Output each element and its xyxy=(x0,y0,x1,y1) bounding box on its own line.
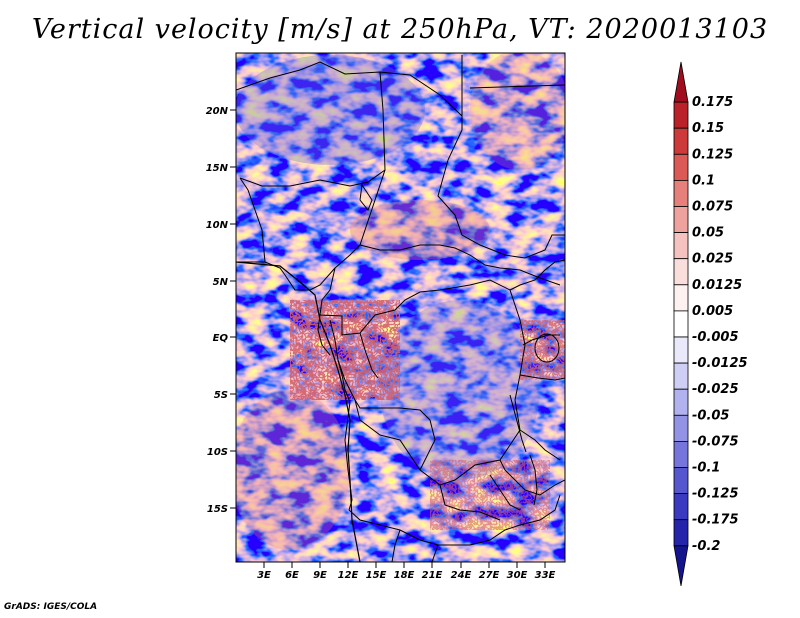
colorbar-label-12: -0.05 xyxy=(692,408,729,423)
svg-text:6E: 6E xyxy=(285,570,299,581)
svg-text:9E: 9E xyxy=(313,570,327,581)
svg-text:15S: 15S xyxy=(207,504,228,515)
colorbar-swatch-17 xyxy=(673,519,689,547)
lon-label-15e: 15E xyxy=(366,562,387,581)
colorbar-label-1: 0.15 xyxy=(692,121,724,136)
colorbar-swatch-18 xyxy=(673,545,689,586)
svg-text:30E: 30E xyxy=(507,570,528,581)
map-frame xyxy=(235,52,566,563)
lon-label-3e: 3E xyxy=(257,562,271,581)
svg-text:18E: 18E xyxy=(394,570,415,581)
svg-text:10S: 10S xyxy=(207,447,228,458)
svg-text:12E: 12E xyxy=(338,570,359,581)
colorbar-label-16: -0.175 xyxy=(692,513,739,528)
lon-label-9e: 9E xyxy=(313,562,327,581)
svg-text:5S: 5S xyxy=(214,390,228,401)
colorbar-swatch-14 xyxy=(673,440,689,468)
colorbar-label-3: 0.1 xyxy=(692,173,715,188)
colorbar-swatch-12 xyxy=(673,388,689,416)
colorbar-swatch-0 xyxy=(673,61,689,103)
lon-label-6e: 6E xyxy=(285,562,299,581)
colorbar-label-2: 0.125 xyxy=(692,147,733,162)
lat-label-10s: 10S xyxy=(207,447,236,458)
colorbar-swatch-9 xyxy=(673,310,689,338)
svg-text:10N: 10N xyxy=(206,220,229,231)
svg-text:27E: 27E xyxy=(479,570,500,581)
colorbar-label-15: -0.125 xyxy=(692,487,739,502)
lon-label-33e: 33E xyxy=(535,562,556,581)
colorbar-swatch-7 xyxy=(673,258,689,286)
lon-label-18e: 18E xyxy=(394,562,415,581)
colorbar-swatch-11 xyxy=(673,362,689,390)
colorbar-label-4: 0.075 xyxy=(692,200,733,215)
lon-label-27e: 27E xyxy=(479,562,500,581)
lat-label-5s: 5S xyxy=(214,390,236,401)
colorbar: 0.175 0.15 0.125 0.1 0.075 0.05 0.025 0.0125 0.0… xyxy=(673,61,748,586)
colorbar-swatch-4 xyxy=(673,179,689,207)
colorbar-swatch-3 xyxy=(673,153,689,181)
svg-text:24E: 24E xyxy=(451,570,472,581)
map-title: Vertical velocity [m/s] at 250hPa, VT: 2… xyxy=(31,14,769,45)
svg-text:15E: 15E xyxy=(366,570,387,581)
colorbar-label-11: -0.025 xyxy=(692,382,739,397)
colorbar-swatch-6 xyxy=(673,232,689,260)
lat-label-10n: 10N xyxy=(206,220,236,231)
lon-label-24e: 24E xyxy=(451,562,472,581)
colorbar-swatch-8 xyxy=(673,284,689,312)
colorbar-label-14: -0.1 xyxy=(692,461,720,476)
svg-text:5N: 5N xyxy=(213,277,229,288)
colorbar-label-6: 0.025 xyxy=(692,252,733,267)
colorbar-label-13: -0.075 xyxy=(692,434,739,449)
colorbar-swatch-5 xyxy=(673,206,689,234)
lat-label-5n: 5N xyxy=(213,277,236,288)
colorbar-label-7: 0.0125 xyxy=(692,278,742,293)
velocity-field xyxy=(236,53,565,562)
lat-label-15n: 15N xyxy=(206,163,236,174)
colorbar-swatch-16 xyxy=(673,493,689,521)
colorbar-label-5: 0.05 xyxy=(692,226,724,241)
colorbar-swatch-1 xyxy=(673,101,689,129)
colorbar-swatch-10 xyxy=(673,336,689,364)
svg-text:21E: 21E xyxy=(422,570,443,581)
colorbar-label-17: -0.2 xyxy=(692,539,720,554)
lon-axis: 3E 6E 9E 12E 15E 18E 21E 24E 27E 30E 33E xyxy=(257,562,556,581)
lon-label-12e: 12E xyxy=(338,562,359,581)
svg-text:EQ: EQ xyxy=(213,333,229,344)
lat-label-20n: 20N xyxy=(206,106,236,117)
svg-text:3E: 3E xyxy=(257,570,271,581)
colorbar-swatch-13 xyxy=(673,414,689,442)
lat-axis: 20N 15N 10N 5N EQ 5S 10S 15S xyxy=(206,106,236,515)
lakes xyxy=(359,183,560,506)
coastline xyxy=(236,261,361,562)
svg-text:33E: 33E xyxy=(535,570,556,581)
lon-label-30e: 30E xyxy=(507,562,528,581)
grads-credit: GrADS: IGES/COLA xyxy=(4,602,98,612)
colorbar-label-9: -0.005 xyxy=(692,330,739,345)
svg-text:20N: 20N xyxy=(206,106,229,117)
colorbar-swatch-15 xyxy=(673,467,689,495)
colorbar-label-8: 0.005 xyxy=(692,304,733,319)
lat-label-15s: 15S xyxy=(207,504,236,515)
lon-label-21e: 21E xyxy=(422,562,443,581)
colorbar-label-10: -0.0125 xyxy=(692,356,748,371)
lat-label-eq: EQ xyxy=(213,333,236,344)
colorbar-swatch-2 xyxy=(673,127,689,155)
colorbar-label-0: 0.175 xyxy=(692,95,733,110)
svg-text:15N: 15N xyxy=(206,163,229,174)
